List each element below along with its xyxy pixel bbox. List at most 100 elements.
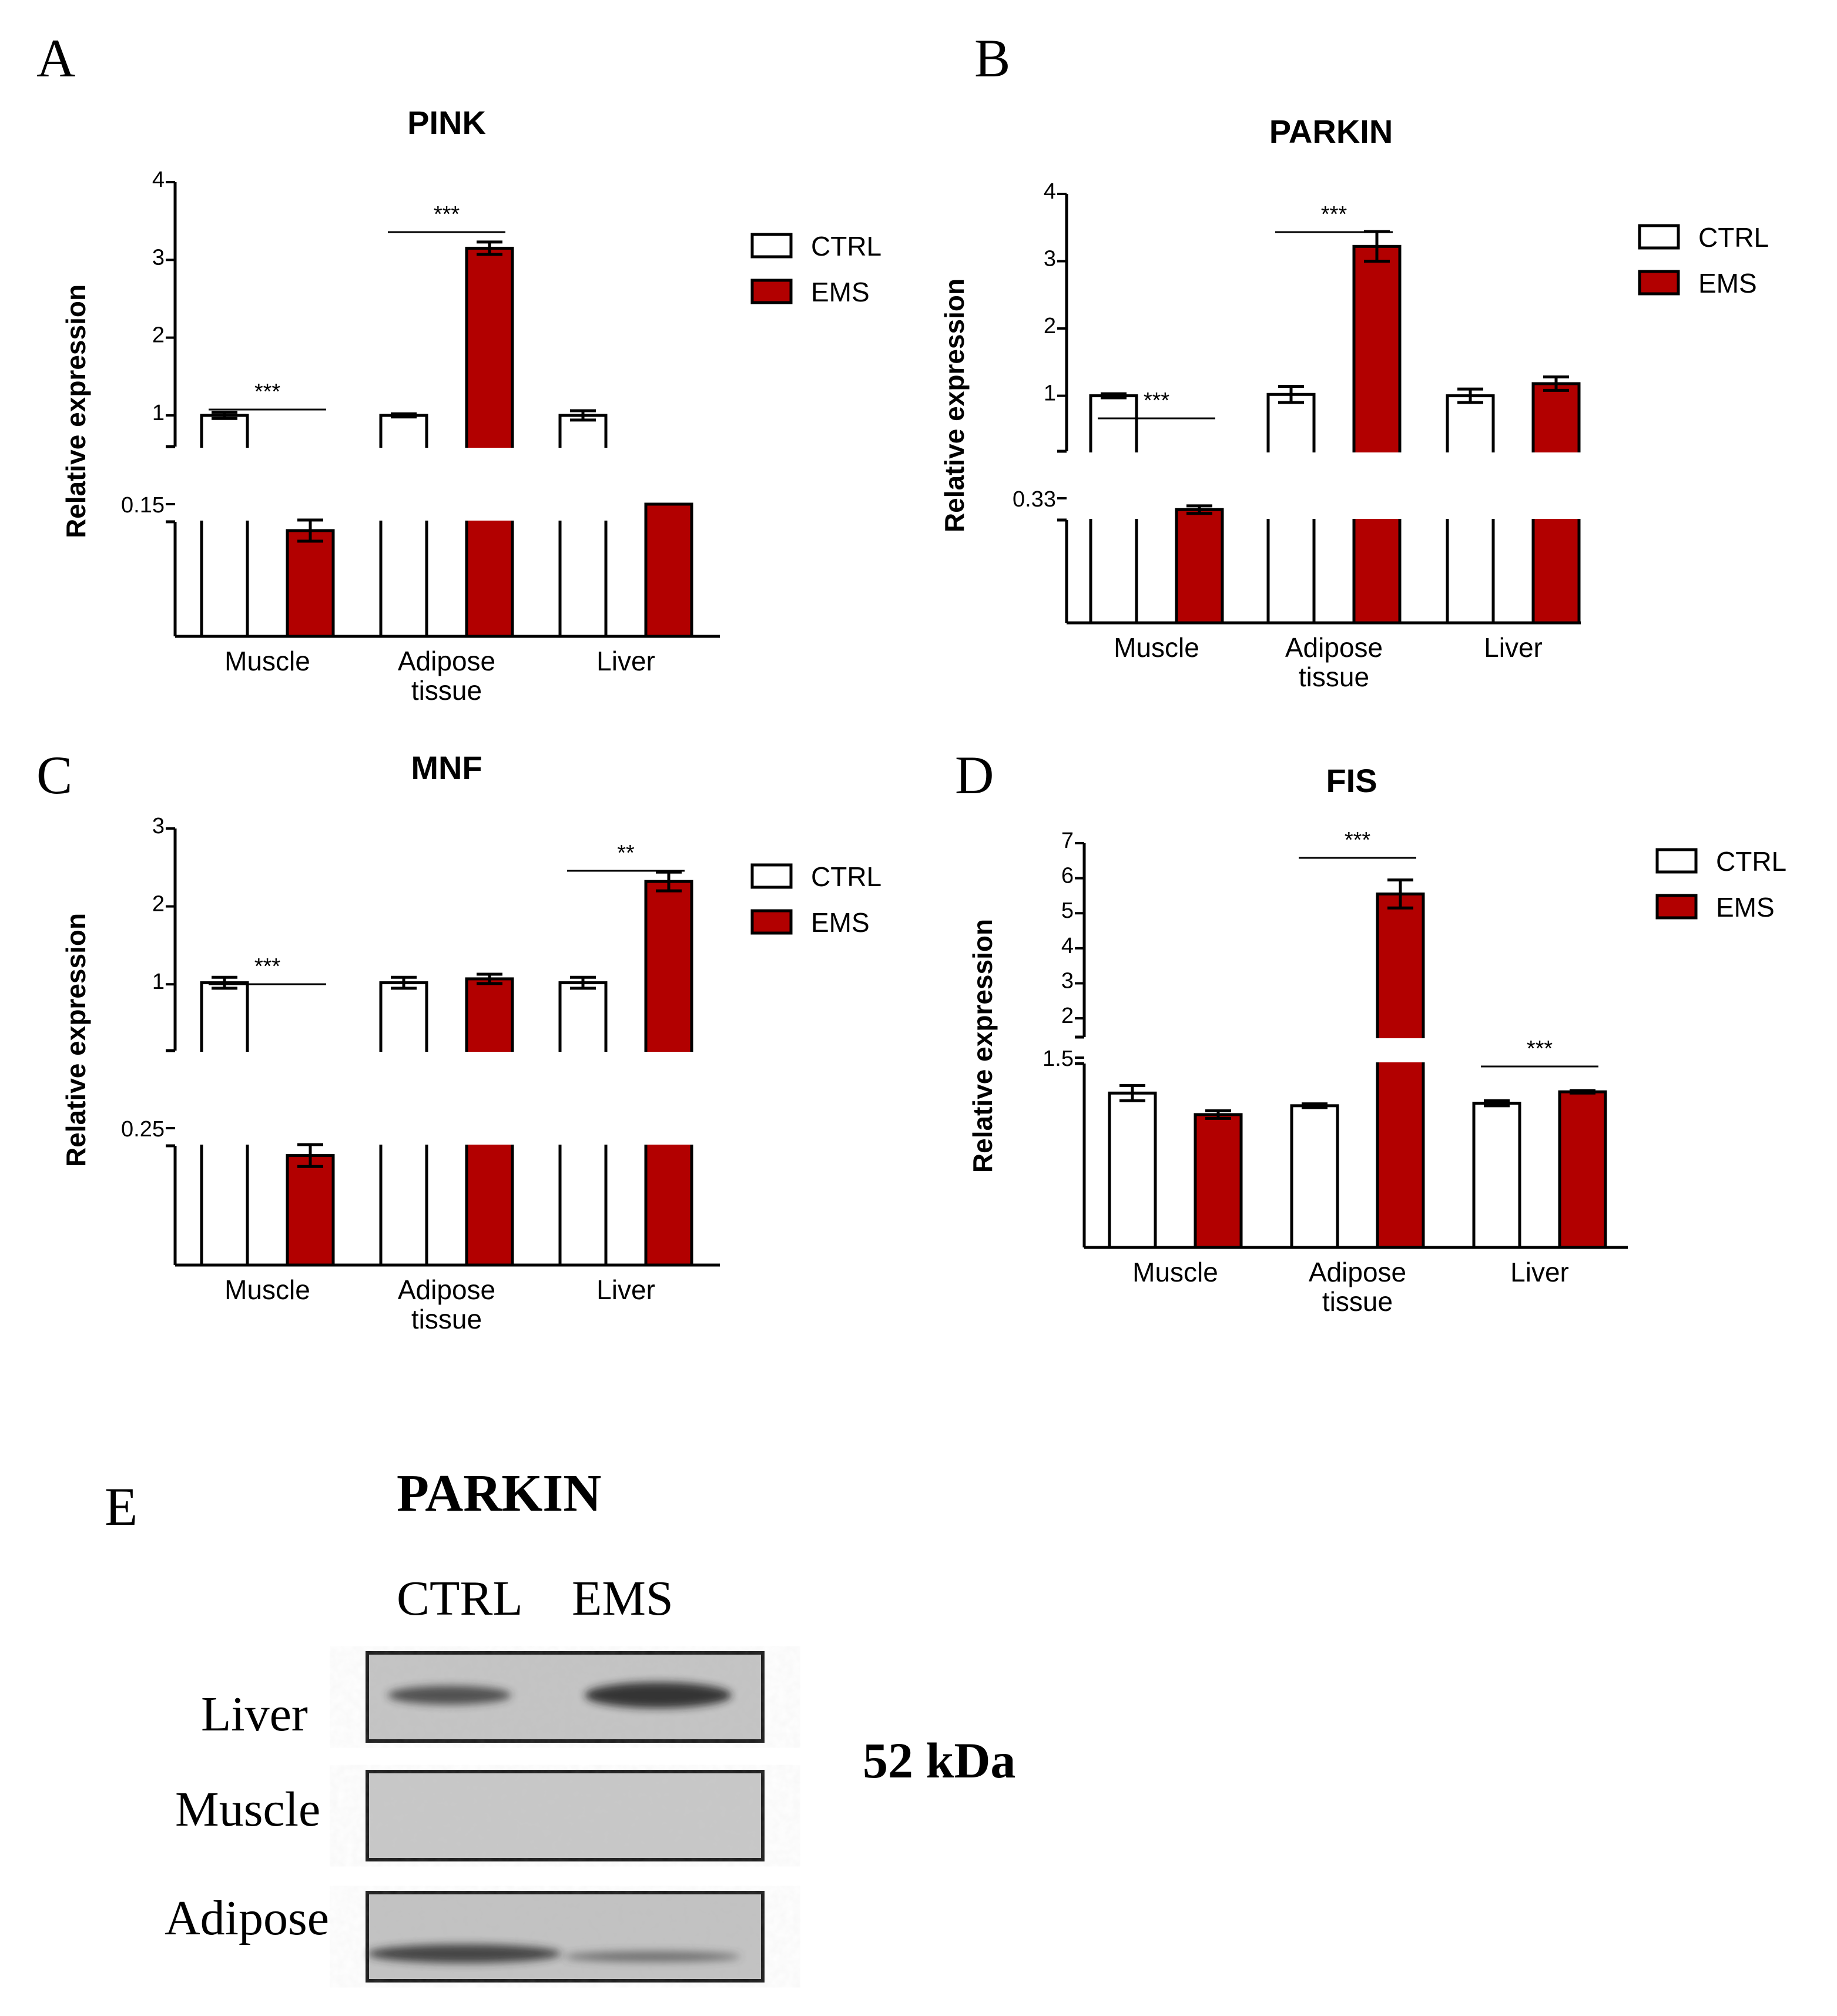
- blot-molecular-weight: 52 kDa: [863, 1732, 1015, 1789]
- legend-label-ems: EMS: [811, 907, 870, 938]
- legend-swatch-ems: [1655, 894, 1698, 920]
- significance-label: ***: [1321, 202, 1347, 227]
- panel-letter-b: B: [974, 28, 1010, 88]
- significance-label: ***: [434, 202, 460, 227]
- significance-label: ***: [1144, 388, 1170, 413]
- y-tick-label: 2: [1061, 1004, 1074, 1028]
- bar-ctrl: [1290, 1104, 1339, 1249]
- y-tick-label: 3: [1044, 247, 1056, 271]
- blot-strip-adipose: [366, 1891, 765, 1983]
- chart-title-a: PINK: [407, 104, 486, 141]
- y-tick-label: 0.25: [121, 1117, 165, 1142]
- category-label: Adipose: [1309, 1257, 1406, 1287]
- category-label: Adipose: [398, 646, 495, 676]
- y-tick-label: 7: [1061, 828, 1074, 853]
- legend-label-ctrl: CTRL: [1716, 846, 1786, 877]
- chart-panel-a: A PINK Relative expression 1 2 3 4 0.15 Muscle Ad…: [36, 28, 881, 706]
- blot-row-liver: Liver: [201, 1687, 308, 1742]
- category-label: Muscle: [1132, 1257, 1218, 1287]
- y-tick-label: 0.33: [1013, 487, 1056, 512]
- y-tick-label: 4: [1044, 179, 1056, 204]
- legend-label-ctrl: CTRL: [811, 231, 881, 261]
- legend-swatch-ctrl: [750, 863, 793, 889]
- panel-letter-e: E: [105, 1477, 138, 1537]
- blot-strip-liver: [366, 1651, 765, 1743]
- panel-letter-a: A: [36, 28, 75, 88]
- y-tick-label: 2: [152, 892, 165, 917]
- y-tick-label: 6: [1061, 864, 1074, 888]
- legend-label-ctrl: CTRL: [811, 861, 881, 892]
- bar-break-gap: [378, 448, 429, 521]
- legend-label-ems: EMS: [1698, 268, 1757, 298]
- category-label: tissue: [1299, 662, 1369, 692]
- significance-label: ***: [1345, 828, 1371, 853]
- chart-title-b: PARKIN: [1269, 113, 1393, 150]
- category-label: Liver: [596, 646, 655, 676]
- bar-break-gap: [1445, 452, 1496, 519]
- bar-break-gap: [1352, 452, 1402, 519]
- bar-break-gap: [558, 448, 608, 521]
- bar-break-gap: [199, 1052, 250, 1145]
- blot-row-muscle: Muscle: [175, 1782, 320, 1837]
- category-label: tissue: [411, 1304, 482, 1334]
- significance-label: ***: [254, 954, 281, 979]
- category-label: Adipose: [1285, 632, 1383, 663]
- bar-break-gap: [1531, 452, 1581, 519]
- bar-ctrl: [1472, 1102, 1521, 1249]
- bar-ems: [1352, 244, 1402, 625]
- y-tick-label: 1.5: [1042, 1046, 1074, 1071]
- y-tick-label: 1: [152, 401, 165, 425]
- blot-column-ems: EMS: [572, 1571, 673, 1626]
- chart-title-c: MNF: [411, 749, 482, 786]
- band-liver-ems: [585, 1682, 732, 1708]
- bar-break-gap: [1266, 452, 1316, 519]
- bar-ems: [1376, 892, 1425, 1249]
- chart-title-d: FIS: [1326, 762, 1377, 799]
- y-axis-label: Relative expression: [967, 919, 998, 1173]
- significance-label: ***: [1527, 1036, 1553, 1061]
- blot-row-adipose: Adipose: [165, 1891, 329, 1945]
- category-label: Liver: [596, 1274, 655, 1305]
- y-axis-label: Relative expression: [939, 279, 970, 532]
- bar-ems: [1194, 1113, 1243, 1249]
- significance-label: **: [617, 841, 635, 866]
- band-liver-ctrl: [388, 1686, 511, 1705]
- blot-strip-muscle: [366, 1770, 765, 1861]
- bar-break-gap: [464, 448, 515, 521]
- y-tick-label: 3: [1061, 968, 1074, 993]
- chart-panel-b: B PARKIN Relative expression 1 2 3 4 0.33 Muscle…: [939, 28, 1769, 692]
- y-tick-label: 5: [1061, 898, 1074, 923]
- bar-break-gap: [378, 1052, 429, 1145]
- legend-swatch-ctrl: [750, 233, 793, 259]
- western-blot-panel: E PARKIN CTRL EMS Liver Muscle Adipose 5…: [105, 1464, 1015, 1983]
- y-tick-label: 4: [1061, 934, 1074, 958]
- category-label: Liver: [1484, 632, 1543, 663]
- y-tick-label: 2: [152, 323, 165, 348]
- bar-break-gap: [643, 1052, 694, 1145]
- y-tick-label: 1: [1044, 381, 1056, 406]
- bar-ems: [465, 246, 514, 638]
- category-label: Muscle: [224, 1274, 310, 1305]
- category-label: tissue: [411, 675, 482, 706]
- y-tick-label: 0.15: [121, 493, 165, 518]
- category-label: Muscle: [1114, 632, 1199, 663]
- category-label: Muscle: [224, 646, 310, 676]
- panel-letter-c: C: [36, 745, 72, 805]
- bar-charts: A PINK Relative expression 1 2 3 4 0.15 Muscle Ad…: [36, 28, 1786, 1334]
- panel-letter-d: D: [955, 745, 994, 805]
- y-tick-label: 4: [152, 167, 165, 192]
- y-tick-label: 3: [152, 814, 165, 838]
- bar-break-gap: [1375, 1038, 1426, 1062]
- category-label: Liver: [1510, 1257, 1569, 1287]
- legend-label-ems: EMS: [811, 277, 870, 307]
- bar-break-gap: [199, 448, 250, 521]
- band-adipose-ctrl: [367, 1944, 561, 1963]
- bar-break-gap: [464, 1052, 515, 1145]
- band-adipose-ems: [564, 1951, 740, 1962]
- bar-break-gap: [1088, 452, 1139, 519]
- y-tick-label: 2: [1044, 314, 1056, 338]
- blot-title: PARKIN: [397, 1464, 601, 1522]
- bar-ems: [286, 1154, 335, 1267]
- blot-column-ctrl: CTRL: [397, 1571, 523, 1626]
